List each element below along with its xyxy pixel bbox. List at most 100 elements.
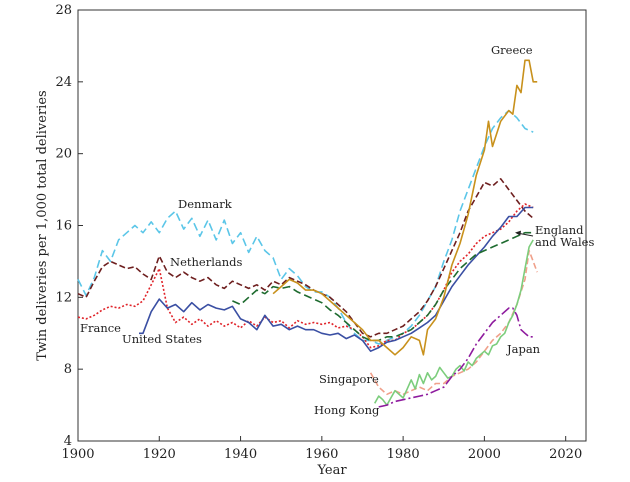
data-point-united-states: [264, 315, 265, 316]
data-point-france: [378, 345, 379, 346]
data-point-greece: [500, 121, 501, 122]
x-tick-label: 1960: [305, 447, 338, 462]
data-point-united-states: [159, 299, 160, 300]
data-point-denmark: [500, 117, 501, 118]
y-tick-label: 16: [55, 219, 72, 234]
data-point-singapore: [419, 387, 420, 388]
data-point-france: [151, 284, 152, 285]
y-tick-label: 8: [64, 362, 72, 377]
data-point-greece: [423, 354, 424, 355]
data-point-denmark: [175, 211, 176, 212]
data-point-netherlands: [443, 268, 444, 269]
data-point-japan: [512, 308, 513, 309]
data-point-england-and-wales: [476, 254, 477, 255]
data-point-denmark: [240, 232, 241, 233]
data-point-france: [313, 322, 314, 323]
data-point-france: [297, 320, 298, 321]
data-point-united-states: [492, 236, 493, 237]
data-point-united-states: [386, 342, 387, 343]
data-point-france: [77, 317, 78, 318]
data-point-netherlands: [500, 178, 501, 179]
data-point-united-states: [273, 326, 274, 327]
data-point-denmark: [159, 232, 160, 233]
data-point-singapore: [492, 340, 493, 341]
data-point-singapore: [468, 369, 469, 370]
data-point-hong-kong: [382, 399, 383, 400]
data-point-denmark: [77, 279, 78, 280]
data-point-denmark: [459, 211, 460, 212]
series-line-denmark: [77, 109, 534, 345]
data-point-greece: [297, 282, 298, 283]
data-point-united-states: [305, 329, 306, 330]
data-point-france: [110, 306, 111, 307]
data-point-denmark: [419, 315, 420, 316]
data-point-greece: [508, 110, 509, 111]
data-point-japan: [419, 396, 420, 397]
data-point-denmark: [476, 167, 477, 168]
data-point-netherlands: [533, 218, 534, 219]
data-point-greece: [394, 354, 395, 355]
data-point-england-and-wales: [403, 333, 404, 334]
data-point-france: [86, 318, 87, 319]
data-point-france: [451, 272, 452, 273]
data-point-singapore: [500, 333, 501, 334]
data-point-united-states: [533, 207, 534, 208]
data-point-hong-kong: [516, 304, 517, 305]
data-point-france: [142, 300, 143, 301]
data-point-united-states: [468, 264, 469, 265]
data-point-united-states: [403, 336, 404, 337]
data-point-united-states: [459, 275, 460, 276]
data-point-netherlands: [273, 281, 274, 282]
series-hong-kong: [374, 239, 534, 406]
data-point-france: [370, 347, 371, 348]
data-point-united-states: [354, 334, 355, 335]
x-axis-title: Year: [316, 463, 347, 478]
data-point-netherlands: [102, 266, 103, 267]
data-point-france: [289, 327, 290, 328]
data-point-england-and-wales: [232, 300, 233, 301]
data-point-france: [459, 261, 460, 262]
data-point-netherlands: [264, 290, 265, 291]
data-point-denmark: [216, 239, 217, 240]
label-singapore: Singapore: [319, 372, 379, 386]
data-point-netherlands: [403, 326, 404, 327]
data-point-netherlands: [118, 264, 119, 265]
data-point-france: [273, 322, 274, 323]
label-united-states: United States: [122, 332, 202, 346]
data-point-france: [476, 243, 477, 244]
data-point-united-states: [500, 227, 501, 228]
data-point-england-and-wales: [394, 336, 395, 337]
data-point-greece: [386, 347, 387, 348]
data-point-japan: [386, 405, 387, 406]
data-point-england-and-wales: [443, 290, 444, 291]
data-point-england-and-wales: [346, 322, 347, 323]
data-point-united-states: [484, 246, 485, 247]
data-point-hong-kong: [520, 290, 521, 291]
data-point-greece: [492, 146, 493, 147]
data-point-france: [492, 232, 493, 233]
data-point-united-states: [346, 338, 347, 339]
data-point-england-and-wales: [533, 232, 534, 233]
data-point-united-states: [256, 329, 257, 330]
data-point-france: [346, 326, 347, 327]
data-point-united-states: [232, 306, 233, 307]
series-line-hong-kong: [374, 239, 534, 406]
data-point-greece: [484, 150, 485, 151]
series-netherlands: [77, 178, 534, 338]
data-point-netherlands: [207, 277, 208, 278]
data-point-denmark: [524, 128, 525, 129]
data-point-greece: [338, 308, 339, 309]
data-point-hong-kong: [378, 396, 379, 397]
data-point-hong-kong: [423, 383, 424, 384]
data-point-hong-kong: [419, 374, 420, 375]
data-point-england-and-wales: [427, 315, 428, 316]
data-point-denmark: [207, 220, 208, 221]
data-point-japan: [443, 387, 444, 388]
data-point-hong-kong: [411, 379, 412, 380]
data-point-japan: [484, 333, 485, 334]
label-denmark: Denmark: [178, 197, 233, 211]
data-point-france: [516, 211, 517, 212]
data-point-singapore: [533, 261, 534, 262]
data-point-united-states: [240, 318, 241, 319]
data-point-netherlands: [94, 281, 95, 282]
